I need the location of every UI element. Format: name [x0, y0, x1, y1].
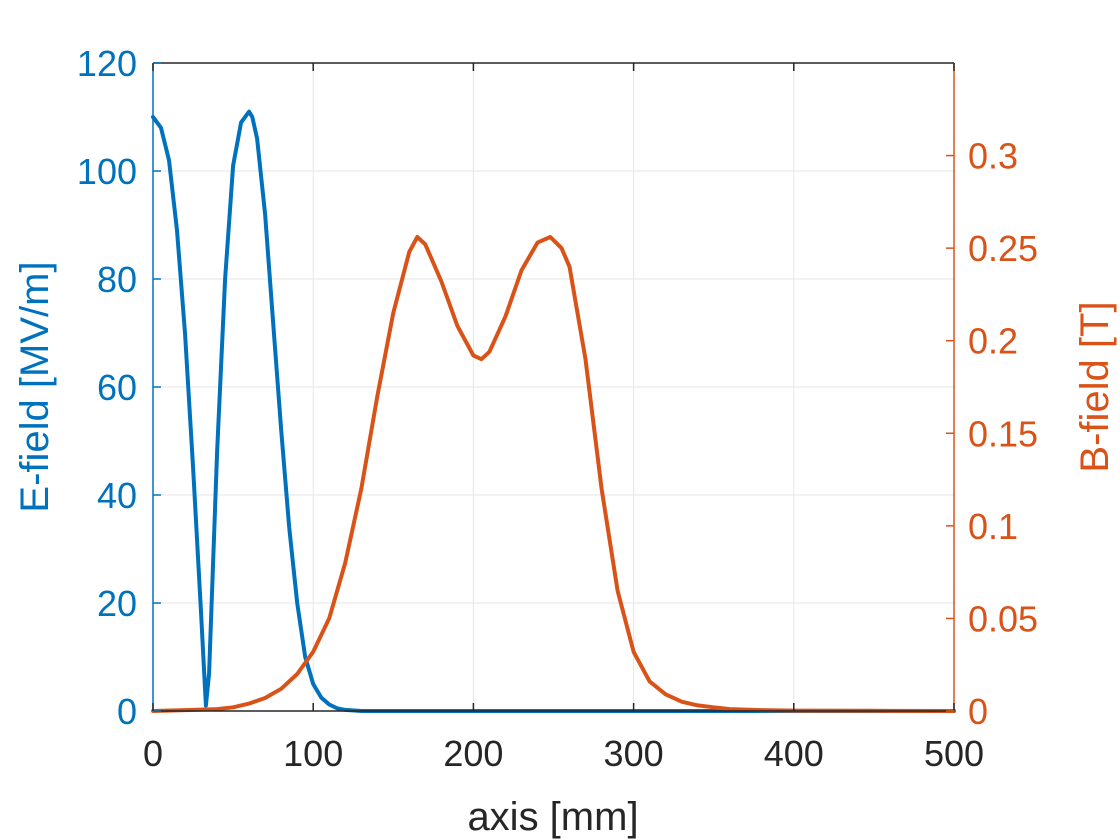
left-y-tick-label: 60 [97, 367, 137, 408]
left-y-tick-label: 0 [117, 691, 137, 732]
e-field-line [151, 109, 956, 713]
right-y-tick-label: 0.05 [968, 598, 1038, 639]
right-y-tick-label: 0.15 [968, 413, 1038, 454]
left-y-tick-label: 100 [77, 151, 137, 192]
left-y-tick-label: 40 [97, 475, 137, 516]
right-y-tick-label: 0.2 [968, 321, 1018, 362]
left-y-tick-label: 120 [77, 43, 137, 84]
x-tick-label: 0 [143, 733, 163, 774]
x-tick-label: 400 [764, 733, 824, 774]
left-y-tick-label: 20 [97, 583, 137, 624]
x-tick-label: 500 [924, 733, 984, 774]
right-y-tick-label: 0.3 [968, 136, 1018, 177]
right-y-tick-label: 0.25 [968, 228, 1038, 269]
tick-marks-and-labels: 0 100 200 300 400 50002040608010012000.050.10… [77, 43, 1038, 774]
b-field-line [151, 235, 956, 713]
x-axis-title: axis [mm] [467, 795, 638, 839]
right-y-tick-label: 0 [968, 691, 988, 732]
x-tick-label: 200 [443, 733, 503, 774]
right-y-axis-title: B-field [T] [1073, 301, 1117, 472]
left-y-tick-label: 80 [97, 259, 137, 300]
series-lines [151, 109, 956, 713]
x-tick-label: 300 [604, 733, 664, 774]
left-y-axis-title: E-field [MV/m] [13, 261, 57, 512]
x-tick-label: 100 [283, 733, 343, 774]
right-y-tick-label: 0.1 [968, 506, 1018, 547]
